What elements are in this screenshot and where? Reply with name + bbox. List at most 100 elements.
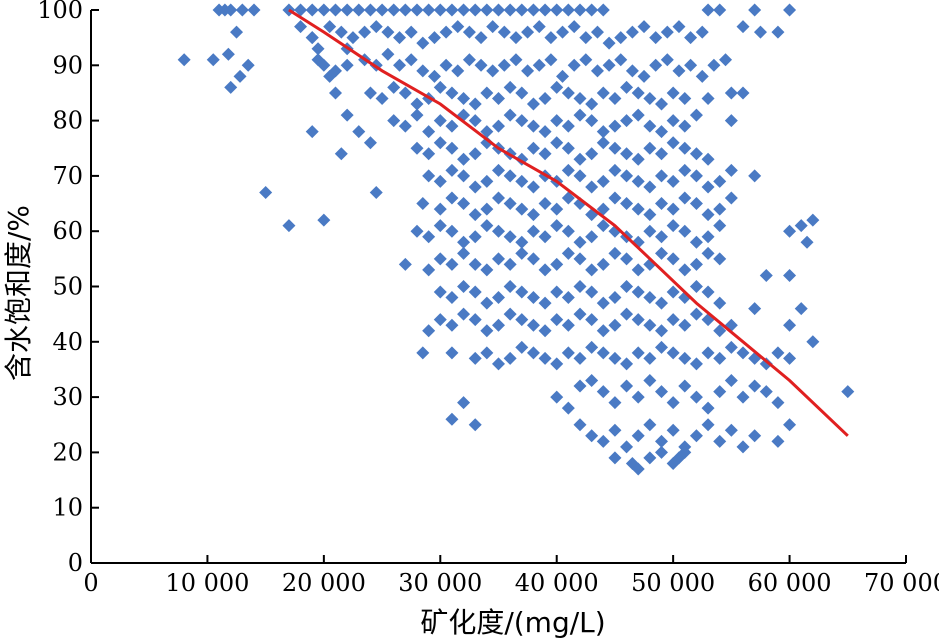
- data-point: [596, 219, 610, 233]
- data-point: [596, 385, 610, 399]
- data-point: [567, 58, 581, 72]
- data-point: [474, 58, 488, 72]
- data-point: [538, 147, 552, 161]
- data-point: [689, 429, 703, 443]
- data-point: [294, 20, 308, 34]
- x-tick-label: 60 000: [748, 569, 832, 597]
- data-point: [398, 257, 412, 271]
- data-point: [480, 174, 494, 188]
- data-point: [445, 224, 459, 238]
- data-point: [771, 25, 785, 39]
- data-point: [573, 307, 587, 321]
- data-point: [550, 219, 564, 233]
- data-point: [724, 340, 738, 354]
- y-tick-label: 70: [52, 162, 83, 190]
- data-point: [468, 114, 482, 128]
- data-point: [602, 58, 616, 72]
- axes: 0 10 000 20 000 30 000 40 000 50 000 60 000 70 …: [37, 0, 939, 597]
- data-point: [689, 108, 703, 122]
- data-point: [678, 91, 692, 105]
- data-point: [550, 3, 564, 17]
- data-point: [724, 191, 738, 205]
- data-point: [480, 346, 494, 360]
- data-point: [550, 357, 564, 371]
- data-point: [579, 53, 593, 67]
- data-point: [550, 285, 564, 299]
- x-tick-label: 40 000: [515, 569, 599, 597]
- data-point: [480, 324, 494, 338]
- y-axis-title: 含水饱和度/%: [2, 205, 35, 381]
- data-point: [724, 86, 738, 100]
- data-point: [643, 351, 657, 365]
- data-point: [637, 20, 651, 34]
- data-point: [550, 80, 564, 94]
- data-point: [398, 119, 412, 133]
- data-point: [643, 141, 657, 155]
- data-point: [445, 412, 459, 426]
- data-point: [538, 230, 552, 244]
- data-point: [526, 180, 540, 194]
- data-point: [625, 64, 639, 78]
- data-point: [701, 3, 715, 17]
- data-point: [538, 3, 552, 17]
- trend-line-group: [288, 8, 849, 437]
- data-point: [381, 47, 395, 61]
- data-point: [620, 379, 634, 393]
- data-point: [596, 346, 610, 360]
- data-point: [451, 20, 465, 34]
- data-point: [404, 53, 418, 67]
- data-point: [468, 351, 482, 365]
- data-point: [655, 197, 668, 211]
- data-point: [719, 53, 733, 67]
- data-point: [352, 125, 366, 139]
- x-tick-label: 10 000: [165, 569, 249, 597]
- data-point: [492, 291, 505, 305]
- data-point: [561, 86, 575, 100]
- data-point: [462, 53, 476, 67]
- data-point: [311, 53, 325, 67]
- data-point: [445, 318, 459, 332]
- x-tick-label: 0: [83, 569, 98, 597]
- data-point: [748, 429, 762, 443]
- x-axis-title: 矿化度/(mg/L): [420, 606, 605, 639]
- data-point: [620, 357, 634, 371]
- data-point: [544, 53, 558, 67]
- data-point: [573, 91, 587, 105]
- data-point: [381, 25, 395, 39]
- data-point: [596, 434, 610, 448]
- data-point: [433, 202, 447, 216]
- data-point: [608, 119, 622, 133]
- data-point: [655, 340, 668, 354]
- data-point: [631, 429, 645, 443]
- data-point: [561, 191, 575, 205]
- data-point: [375, 91, 389, 105]
- data-point: [631, 313, 645, 327]
- data-point: [678, 318, 692, 332]
- data-point: [410, 3, 424, 17]
- data-point: [713, 385, 727, 399]
- data-point: [753, 25, 767, 39]
- data-point: [666, 136, 680, 150]
- data-point: [678, 163, 692, 177]
- data-point: [492, 224, 505, 238]
- data-point: [689, 197, 703, 211]
- data-point: [585, 374, 599, 388]
- data-point: [561, 318, 575, 332]
- data-point: [643, 180, 657, 194]
- data-point: [526, 119, 540, 133]
- data-point: [526, 208, 540, 222]
- data-point: [608, 91, 622, 105]
- x-tick-label: 50 000: [631, 569, 715, 597]
- data-point: [480, 3, 494, 17]
- data-point: [585, 3, 599, 17]
- data-point: [445, 163, 459, 177]
- data-point: [492, 119, 505, 133]
- data-point: [433, 114, 447, 128]
- data-point: [573, 280, 587, 293]
- data-point: [695, 25, 709, 39]
- data-point: [538, 91, 552, 105]
- x-tick-label: 20 000: [282, 569, 366, 597]
- data-point: [241, 58, 255, 72]
- data-point: [427, 31, 441, 45]
